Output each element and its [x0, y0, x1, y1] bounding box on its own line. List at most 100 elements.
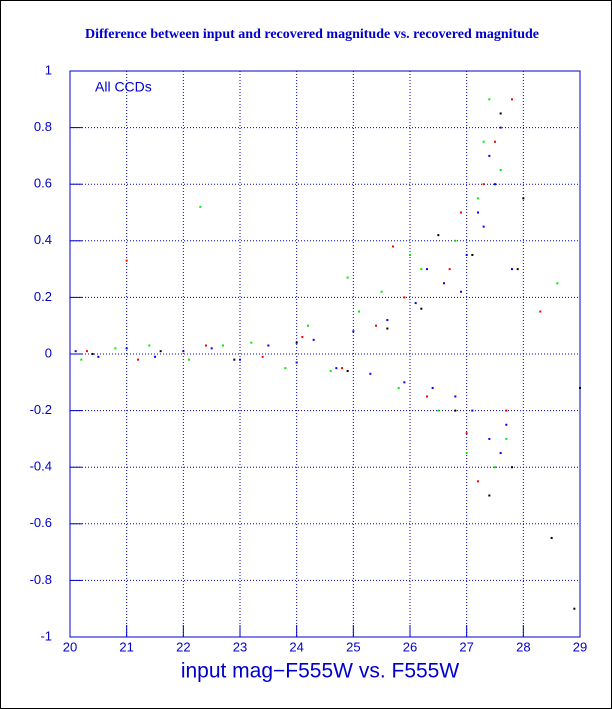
x-tick-label: 25 [346, 639, 360, 654]
point [312, 338, 315, 341]
point [91, 353, 94, 355]
point [414, 302, 417, 305]
point [465, 253, 468, 256]
point [443, 282, 445, 285]
point [454, 395, 457, 398]
point [494, 183, 496, 186]
point [460, 290, 462, 293]
point [494, 466, 496, 469]
point [295, 341, 298, 344]
point [125, 259, 128, 262]
point [482, 183, 485, 186]
point [454, 239, 457, 242]
x-tick-label: 29 [573, 639, 587, 654]
point [426, 395, 428, 398]
point [346, 369, 349, 372]
point [114, 347, 117, 350]
point [420, 307, 423, 310]
y-tick-label: 0.6 [34, 176, 52, 191]
point [397, 386, 400, 389]
point [352, 330, 355, 333]
point [522, 197, 525, 200]
y-tick-label: -1 [40, 628, 52, 643]
point [488, 98, 491, 101]
point [465, 452, 468, 455]
x-tick-label: 21 [119, 639, 133, 654]
point [182, 350, 185, 353]
point [403, 381, 406, 384]
point [335, 367, 338, 370]
point [482, 140, 485, 143]
point [403, 296, 406, 299]
point [295, 361, 298, 364]
y-tick-label: 1 [45, 62, 52, 77]
x-tick-label: 27 [459, 639, 473, 654]
point [494, 140, 496, 143]
x-tick-label: 23 [233, 639, 247, 654]
point [222, 344, 224, 347]
point [437, 409, 440, 412]
point [477, 480, 479, 483]
point [409, 253, 411, 256]
point [437, 234, 440, 237]
x-tick-label: 22 [176, 639, 190, 654]
point [477, 211, 479, 214]
point [267, 344, 270, 347]
point [386, 327, 389, 330]
point [210, 347, 213, 350]
point [80, 358, 83, 361]
point [148, 344, 151, 347]
y-tick-label: 0.2 [34, 289, 52, 304]
x-tick-label: 24 [289, 639, 303, 654]
point [505, 409, 508, 412]
point [188, 358, 190, 361]
point [448, 268, 451, 271]
point [137, 358, 139, 361]
point [556, 282, 559, 285]
point [346, 276, 349, 279]
point [471, 253, 474, 256]
point [511, 268, 513, 271]
y-tick-label: 0 [45, 345, 52, 360]
point [74, 350, 77, 353]
point [97, 355, 100, 358]
point [516, 268, 519, 271]
point [86, 350, 88, 353]
point [477, 197, 479, 200]
point [505, 423, 508, 426]
point [369, 372, 372, 375]
point [199, 205, 202, 208]
point [460, 211, 462, 214]
x-tick-label: 28 [516, 639, 530, 654]
y-tick-label: -0.6 [30, 515, 52, 530]
point [488, 437, 491, 440]
point [482, 225, 485, 228]
point [307, 324, 309, 327]
point [488, 494, 491, 497]
point [465, 432, 468, 435]
point [511, 98, 513, 101]
point [573, 607, 576, 610]
point [392, 245, 394, 248]
chart-title: Difference between input and recovered m… [85, 27, 539, 42]
point [499, 169, 502, 172]
plot-frame [69, 70, 581, 638]
point [261, 355, 264, 358]
point [154, 355, 156, 358]
point [284, 367, 287, 370]
point [499, 112, 502, 115]
point [579, 386, 581, 389]
point [375, 324, 377, 327]
point [358, 310, 360, 313]
plot-area: -1 -0.8 -0.6 -0.4 -0.2 0 0.2 0.4 0.6 0.8 1 20 21 22 23… [30, 62, 588, 654]
point [159, 350, 162, 353]
point [550, 536, 553, 539]
point [499, 452, 502, 455]
point [233, 358, 236, 361]
x-axis-label: input mag−F555W vs. F555W [181, 660, 460, 683]
y-tick-label: -0.4 [30, 459, 52, 474]
point [386, 319, 389, 322]
point [125, 347, 128, 350]
